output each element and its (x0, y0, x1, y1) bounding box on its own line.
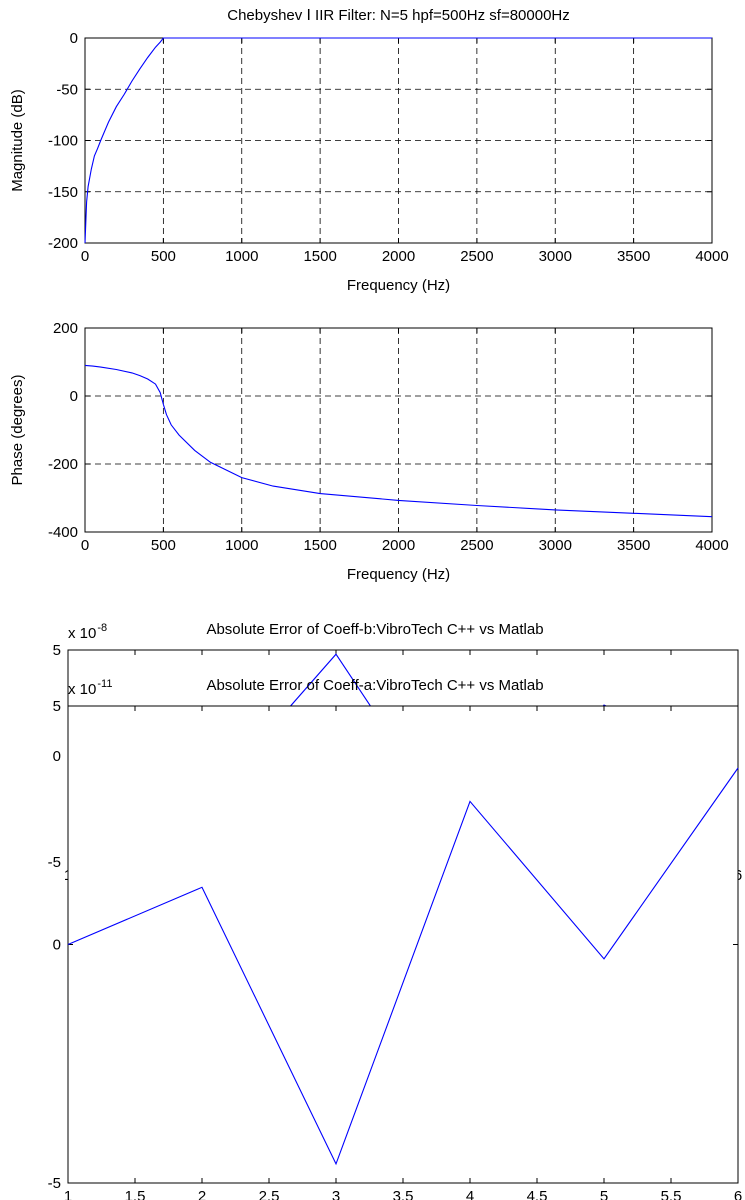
series-line (84, 37, 712, 244)
exponent-power: -11 (97, 678, 112, 690)
y-tick-label: 0 (53, 748, 61, 765)
y-tick-label: -5 (48, 1175, 61, 1192)
x-tick-label: 3000 (539, 537, 572, 554)
exponent-label: x 10 (68, 681, 96, 698)
x-tick-label: 6 (734, 1188, 742, 1200)
y-tick-label: 0 (70, 388, 78, 405)
series-line (67, 767, 739, 1166)
y-tick-label: -5 (48, 854, 61, 871)
x-tick-label: 2500 (460, 537, 493, 554)
x-tick-label: 500 (151, 248, 176, 265)
x-tick-label: 1500 (303, 537, 336, 554)
x-tick-label: 1000 (225, 537, 258, 554)
x-tick-label: 1.5 (125, 1188, 146, 1200)
chart-title: Absolute Error of Coeff-b:VibroTech C++ … (206, 621, 543, 638)
x-tick-label: 2000 (382, 248, 415, 265)
x-tick-label: 4000 (695, 537, 728, 554)
x-tick-label: 3000 (539, 248, 572, 265)
y-tick-label: 0 (70, 30, 78, 47)
series-line (84, 364, 713, 518)
y-tick-label: -200 (48, 235, 78, 252)
chart-title: Chebyshev Ⅰ IIR Filter: N=5 hpf=500Hz sf… (227, 7, 570, 24)
y-tick-label: -200 (48, 456, 78, 473)
x-tick-label: 1500 (303, 248, 336, 265)
y-tick-label: -50 (56, 81, 78, 98)
x-tick-label: 3.5 (393, 1188, 414, 1200)
x-tick-label: 3500 (617, 248, 650, 265)
x-tick-label: 2 (198, 1188, 206, 1200)
x-tick-label: 1000 (225, 248, 258, 265)
chart-title: Absolute Error of Coeff-a:VibroTech C++ … (206, 677, 543, 694)
x-axis-label: Frequency (Hz) (347, 566, 450, 583)
x-tick-label: 3 (332, 1188, 340, 1200)
x-tick-label: 2500 (460, 248, 493, 265)
x-tick-label: 5.5 (661, 1188, 682, 1200)
x-tick-label: 3500 (617, 537, 650, 554)
y-tick-label: -400 (48, 524, 78, 541)
subplot-2: 0 500 1000 1500 2000 2500 3000 3500 4000-400-200… (9, 320, 729, 583)
x-axis-label: Frequency (Hz) (347, 277, 450, 294)
x-tick-label: 2000 (382, 537, 415, 554)
x-tick-label: 500 (151, 537, 176, 554)
axes-box (67, 705, 739, 1184)
x-tick-label: 4.5 (527, 1188, 548, 1200)
y-axis-label: Magnitude (dB) (9, 89, 26, 192)
x-tick-label: 5 (600, 1188, 608, 1200)
x-tick-label: 0 (81, 248, 89, 265)
x-tick-label: 0 (81, 537, 89, 554)
subplot-1: 0 500 1000 1500 2000 2500 3000 3500 4000 -200 -150… (9, 7, 729, 294)
y-tick-label: 200 (53, 320, 78, 337)
y-tick-label: 5 (53, 642, 61, 659)
exponent-label: x 10 (68, 625, 96, 642)
x-tick-label: 2.5 (259, 1188, 280, 1200)
y-tick-label: 5 (53, 698, 61, 715)
x-tick-label: 4000 (695, 248, 728, 265)
subplot-4: 1 1.5 2 2.5 3 3.5 4 4.5 5 5.5 6 -5 0 5 Absolute Error … (48, 677, 743, 1200)
y-axis-label: Phase (degrees) (9, 375, 26, 486)
x-tick-label: 1 (64, 1188, 72, 1200)
x-tick-label: 4 (466, 1188, 474, 1200)
y-tick-label: 0 (53, 937, 61, 954)
y-tick-label: -100 (48, 133, 78, 150)
y-tick-label: -150 (48, 184, 78, 201)
exponent-power: -8 (97, 622, 107, 634)
